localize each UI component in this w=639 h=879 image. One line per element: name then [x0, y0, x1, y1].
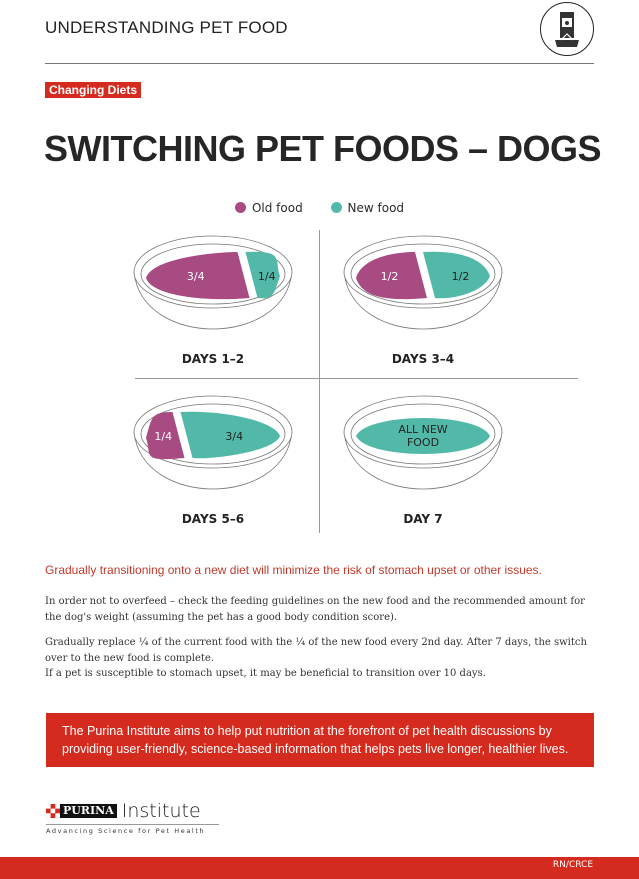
- callout-box: The Purina Institute aims to help put nu…: [46, 713, 594, 767]
- paragraph: In order not to overfeed – check the fee…: [45, 596, 585, 623]
- new-food-portion: [180, 411, 280, 459]
- day-label: DAYS 3–4: [391, 352, 455, 366]
- legend: Old food New food: [0, 201, 639, 215]
- old-food-portion: [146, 412, 185, 460]
- footer-bar: RN/CRCE: [0, 857, 639, 879]
- new-food-label: 1/4: [258, 270, 276, 283]
- legend-new: New food: [330, 201, 405, 215]
- pet-food-bag-icon: [540, 2, 594, 56]
- new-food-dot-icon: [330, 202, 342, 213]
- old-food-label: 3/4: [187, 270, 205, 283]
- day-label: DAYS 5–6: [181, 512, 245, 526]
- bowl-illustration: 1/2 1/2: [343, 235, 503, 330]
- logo-brand: PURINA: [60, 804, 117, 818]
- old-food-dot-icon: [234, 202, 246, 213]
- category-badge: Changing Diets: [45, 82, 142, 98]
- footer-code: RN/CRCE: [552, 860, 593, 870]
- purina-institute-logo: PURINA Institute Advancing Science for P…: [46, 800, 219, 835]
- new-food-portion: [356, 418, 490, 454]
- new-food-portion: [423, 251, 490, 299]
- legend-old: Old food: [234, 201, 303, 215]
- grid-divider-horizontal: [135, 378, 578, 379]
- new-food-portion: [245, 251, 280, 299]
- legend-label: New food: [347, 201, 405, 215]
- food-label: FOOD: [407, 436, 439, 449]
- old-food-label: 1/4: [154, 430, 172, 443]
- day-label: DAYS 1–2: [181, 352, 245, 366]
- old-food-portion: [146, 252, 250, 300]
- bowl-illustration: 3/4 1/4: [133, 235, 293, 330]
- logo-tagline: Advancing Science for Pet Health: [46, 824, 219, 835]
- bowl-illustration: 1/4 3/4: [133, 395, 293, 490]
- grid-divider-vertical: [319, 230, 320, 533]
- legend-label: Old food: [251, 201, 303, 215]
- logo-name: Institute: [121, 800, 201, 822]
- new-food-label: 1/2: [452, 270, 470, 283]
- header-divider: [45, 63, 594, 64]
- page-title: SWITCHING PET FOODS – DOGS: [44, 128, 602, 169]
- old-food-portion: [356, 252, 427, 300]
- day-label: DAY 7: [403, 512, 443, 526]
- bowl-illustration: ALL NEW FOOD: [343, 395, 503, 490]
- old-food-label: 1/2: [381, 270, 399, 283]
- food-label: ALL NEW: [398, 423, 447, 436]
- header-title: UNDERSTANDING PET FOOD: [45, 18, 288, 37]
- paragraph: Gradually replace ¼ of the current food …: [45, 637, 587, 664]
- paragraph: If a pet is susceptible to stomach upset…: [45, 668, 486, 679]
- new-food-label: 3/4: [225, 430, 243, 443]
- lead-text: Gradually transitioning onto a new diet …: [45, 563, 542, 577]
- checkerboard-icon: [46, 804, 60, 818]
